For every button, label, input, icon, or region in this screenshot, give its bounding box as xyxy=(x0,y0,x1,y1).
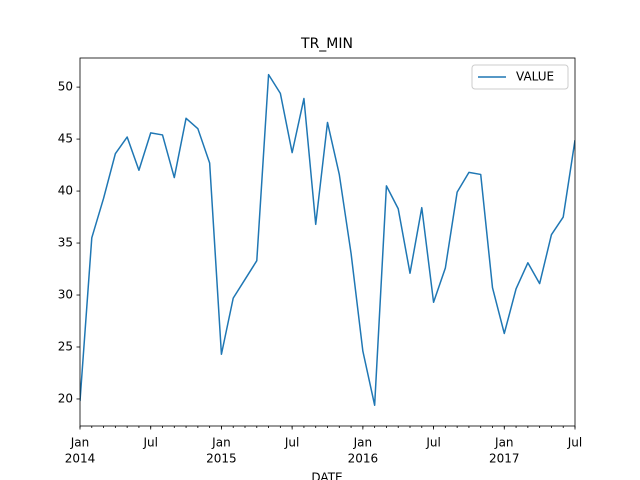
x-tick-label: Jul xyxy=(284,436,299,450)
x-tick-label: Jan xyxy=(211,436,231,450)
x-tick-year: 2017 xyxy=(489,452,520,466)
x-tick-label: Jul xyxy=(425,436,440,450)
y-tick-label: 40 xyxy=(58,184,73,198)
line xyxy=(80,73,575,406)
x-tick-year: 2016 xyxy=(348,452,379,466)
x-axis-label: DATE xyxy=(311,471,342,480)
x-tick-label: Jul xyxy=(567,436,582,450)
y-tick-label: 35 xyxy=(58,236,73,250)
x-tick-label: Jan xyxy=(494,436,514,450)
x-tick-year: 2015 xyxy=(206,452,237,466)
legend-label: VALUE xyxy=(516,70,554,84)
plot-frame xyxy=(79,57,576,427)
y-tick-label: 20 xyxy=(58,391,73,405)
y-tick-label: 45 xyxy=(58,132,73,146)
legend-box xyxy=(471,64,569,90)
x-tick-label: Jan xyxy=(353,436,373,450)
x-tick-label: Jul xyxy=(142,436,157,450)
y-tick-label: 25 xyxy=(58,339,73,353)
x-tick-year: 2014 xyxy=(65,452,96,466)
chart-title: TR_MIN xyxy=(300,36,353,52)
y-tick-label: 30 xyxy=(58,288,73,302)
x-tick-label: Jan xyxy=(70,436,90,450)
y-tick-label: 50 xyxy=(58,80,73,94)
